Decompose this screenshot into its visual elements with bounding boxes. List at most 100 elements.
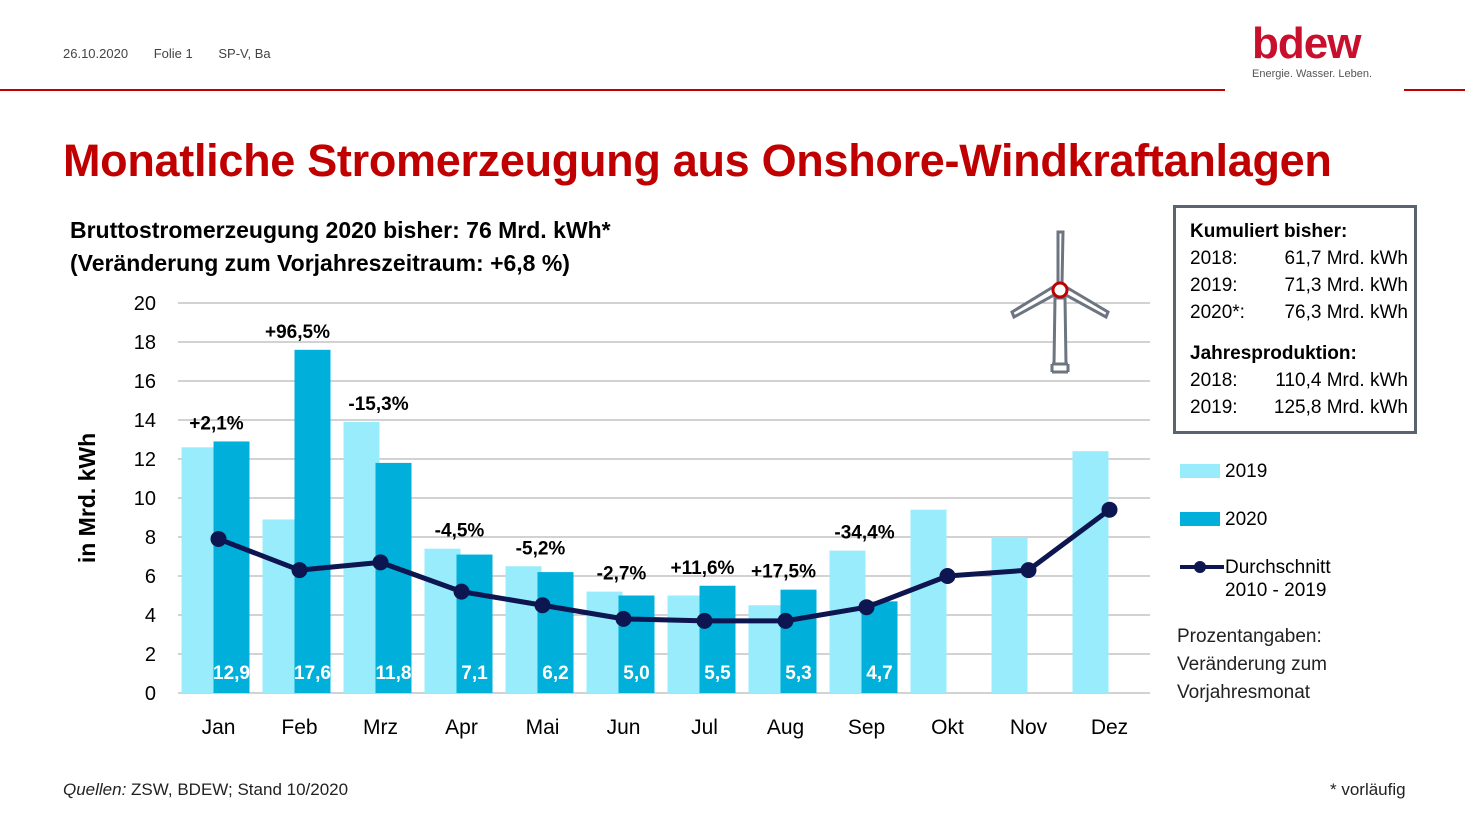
- bar-2020: [213, 441, 250, 693]
- x-tick-label: Dez: [1091, 716, 1128, 739]
- change-label: -15,3%: [348, 394, 408, 415]
- change-label: -34,4%: [834, 523, 894, 544]
- info-value: 71,3 Mrd. kWh: [1284, 275, 1408, 296]
- note-line-3: Vorjahresmonat: [1177, 682, 1311, 703]
- bar-value-label: 5,5: [704, 663, 731, 684]
- bar-value-label: 17,6: [294, 663, 331, 684]
- info-box: Kumuliert bisher: 2018: 61,7 Mrd. kWh 201…: [1173, 205, 1417, 434]
- change-label: +17,5%: [751, 562, 816, 583]
- average-point: [696, 612, 713, 629]
- header-author: SP-V, Ba: [218, 46, 271, 61]
- bar-2019: [424, 548, 461, 693]
- bar-2019: [829, 550, 866, 693]
- info-year: 2019:: [1190, 275, 1238, 296]
- change-label: +2,1%: [189, 413, 244, 434]
- preliminary-note: * vorläufig: [1330, 780, 1406, 799]
- change-label: +96,5%: [265, 322, 330, 343]
- logo-word: bdew: [1252, 19, 1361, 68]
- y-tick-label: 12: [134, 449, 156, 471]
- header-rule-left: [0, 89, 1225, 91]
- y-axis-label: in Mrd. kWh: [74, 433, 100, 563]
- x-tick-label: Mrz: [363, 716, 398, 739]
- note-line-2: Veränderung zum: [1177, 654, 1327, 675]
- bar-value-label: 12,9: [213, 663, 250, 684]
- average-point: [777, 612, 794, 629]
- subtitle-line-2: (Veränderung zum Vorjahreszeitraum: +6,8…: [70, 250, 570, 276]
- average-point: [858, 599, 875, 616]
- average-point: [210, 530, 227, 547]
- info-cumulative-row: 2018: 61,7 Mrd. kWh: [1190, 245, 1414, 272]
- x-tick-label: Aug: [767, 716, 804, 739]
- bar-2019: [991, 537, 1028, 693]
- legend-swatch-2020: [1180, 512, 1220, 526]
- info-year: 2019:: [1190, 397, 1238, 418]
- x-tick-label: Mai: [526, 716, 560, 739]
- y-tick-label: 4: [145, 605, 156, 627]
- bar-2019: [910, 509, 947, 693]
- info-annual-heading: Jahresproduktion:: [1190, 343, 1357, 364]
- y-tick-label: 16: [134, 371, 156, 393]
- average-point: [453, 583, 470, 600]
- average-point: [1020, 562, 1037, 579]
- x-tick-label: Jul: [691, 716, 718, 739]
- bar-2020: [861, 601, 898, 693]
- average-point: [1101, 501, 1118, 518]
- legend-label-average-1: Durchschnitt: [1225, 557, 1331, 578]
- info-year: 2018:: [1190, 248, 1238, 269]
- change-label: +11,6%: [671, 558, 735, 579]
- legend-label-2019: 2019: [1225, 461, 1268, 482]
- x-tick-label: Jan: [202, 716, 236, 739]
- bar-value-label: 11,8: [376, 663, 412, 684]
- x-tick-label: Nov: [1010, 716, 1048, 739]
- subtitle-line-1: Bruttostromerzeugung 2020 bisher: 76 Mrd…: [70, 217, 611, 243]
- chart-subtitle: Bruttostromerzeugung 2020 bisher: 76 Mrd…: [70, 214, 611, 280]
- bar-2019: [1072, 451, 1109, 693]
- source-note: Quellen: ZSW, BDEW; Stand 10/2020: [63, 780, 348, 800]
- y-tick-label: 10: [134, 488, 156, 510]
- average-point: [372, 554, 389, 571]
- y-tick-label: 18: [134, 332, 156, 354]
- bar-2020: [294, 349, 331, 693]
- bar-value-label: 5,0: [623, 663, 649, 684]
- average-point: [534, 597, 551, 614]
- source-label: Quellen:: [63, 780, 127, 799]
- bar-value-label: 4,7: [866, 663, 892, 684]
- x-tick-label: Apr: [445, 716, 478, 739]
- x-tick-label: Okt: [931, 716, 964, 739]
- wind-turbine-icon: [1010, 230, 1110, 374]
- info-value: 110,4 Mrd. kWh: [1275, 370, 1408, 391]
- info-annual-row: 2018: 110,4 Mrd. kWh: [1190, 367, 1414, 394]
- average-point: [939, 568, 956, 584]
- bar-2019: [505, 566, 542, 693]
- legend-label-average-2: 2010 - 2019: [1225, 580, 1327, 601]
- info-value: 61,7 Mrd. kWh: [1284, 248, 1408, 269]
- y-tick-label: 0: [145, 683, 156, 705]
- page-title: Monatliche Stromerzeugung aus Onshore-Wi…: [63, 135, 1332, 186]
- y-tick-label: 8: [145, 527, 156, 549]
- bar-2020: [456, 554, 493, 693]
- bar-value-label: 6,2: [542, 663, 568, 684]
- bar-value-label: 7,1: [461, 663, 488, 684]
- info-value: 125,8 Mrd. kWh: [1273, 397, 1408, 418]
- header-rule-right: [1404, 89, 1465, 91]
- x-tick-label: Sep: [848, 716, 885, 739]
- bar-2019: [262, 519, 299, 693]
- y-tick-label: 14: [134, 410, 156, 432]
- change-label: -2,7%: [597, 564, 647, 585]
- x-tick-label: Jun: [607, 716, 641, 739]
- bar-2020: [699, 585, 736, 693]
- source-text: ZSW, BDEW; Stand 10/2020: [126, 780, 349, 799]
- header-meta: 26.10.2020 Folie 1 SP-V, Ba: [63, 46, 293, 61]
- info-year: 2018:: [1190, 370, 1238, 391]
- info-cumulative-row: 2019: 71,3 Mrd. kWh: [1190, 272, 1414, 299]
- info-cumulative-heading: Kumuliert bisher:: [1190, 221, 1348, 242]
- bar-2019: [667, 595, 704, 693]
- info-value: 76,3 Mrd. kWh: [1284, 302, 1408, 323]
- header-slide: Folie 1: [153, 46, 193, 61]
- bar-2020: [780, 589, 817, 693]
- average-line: [217, 507, 1111, 624]
- legend-swatch-2019: [1180, 464, 1220, 478]
- average-point: [291, 562, 308, 579]
- y-tick-label: 20: [134, 293, 156, 315]
